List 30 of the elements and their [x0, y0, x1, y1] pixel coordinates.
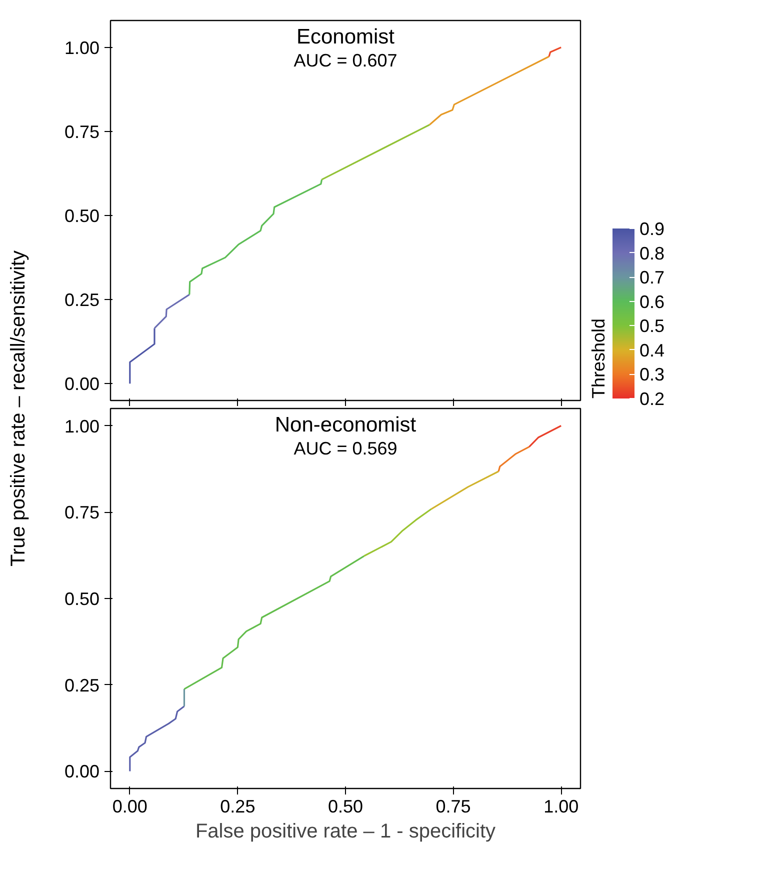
color-bar-label: 0.3: [640, 364, 665, 385]
color-bar-label: 0.8: [640, 243, 665, 264]
x-tick-label: 1.00: [544, 796, 579, 816]
color-bar-label: 0.2: [640, 389, 665, 409]
color-bar-label: 0.4: [640, 340, 665, 360]
y-tick-label: 0.75: [64, 502, 100, 523]
x-tick-label: 0.25: [220, 796, 256, 816]
color-bar-title: Threshold: [588, 318, 608, 398]
color-bar-label: 0.7: [640, 268, 665, 288]
y-tick-label: 0.50: [64, 589, 100, 609]
color-bar-label: 0.6: [640, 292, 665, 312]
chart-title: Non-economist: [274, 414, 416, 436]
color-bar-label: 0.5: [640, 316, 665, 336]
y-tick-label: 0.75: [64, 122, 100, 142]
color-bar-label: 0.9: [640, 219, 665, 239]
text: AUC = 0.569: [294, 438, 398, 458]
y-tick-label: 0.00: [64, 762, 100, 782]
x-tick-label: 0.00: [112, 796, 148, 816]
x-axis-title: False positive rate – 1 - specificity: [195, 820, 496, 842]
y-axis-title: True positive rate – recall/sensitivity: [8, 250, 30, 567]
text: AUC = 0.607: [294, 50, 398, 70]
chart-title: Economist: [296, 26, 395, 48]
y-tick-label: 0.00: [64, 374, 100, 394]
x-tick-label: 0.50: [328, 796, 364, 816]
y-tick-label: 0.25: [64, 290, 100, 310]
x-tick-label: 0.75: [436, 796, 471, 816]
y-tick-label: 0.50: [64, 206, 100, 226]
y-tick-label: 0.25: [64, 675, 100, 696]
y-tick-label: 1.00: [64, 416, 100, 436]
y-tick-label: 1.00: [64, 38, 100, 58]
